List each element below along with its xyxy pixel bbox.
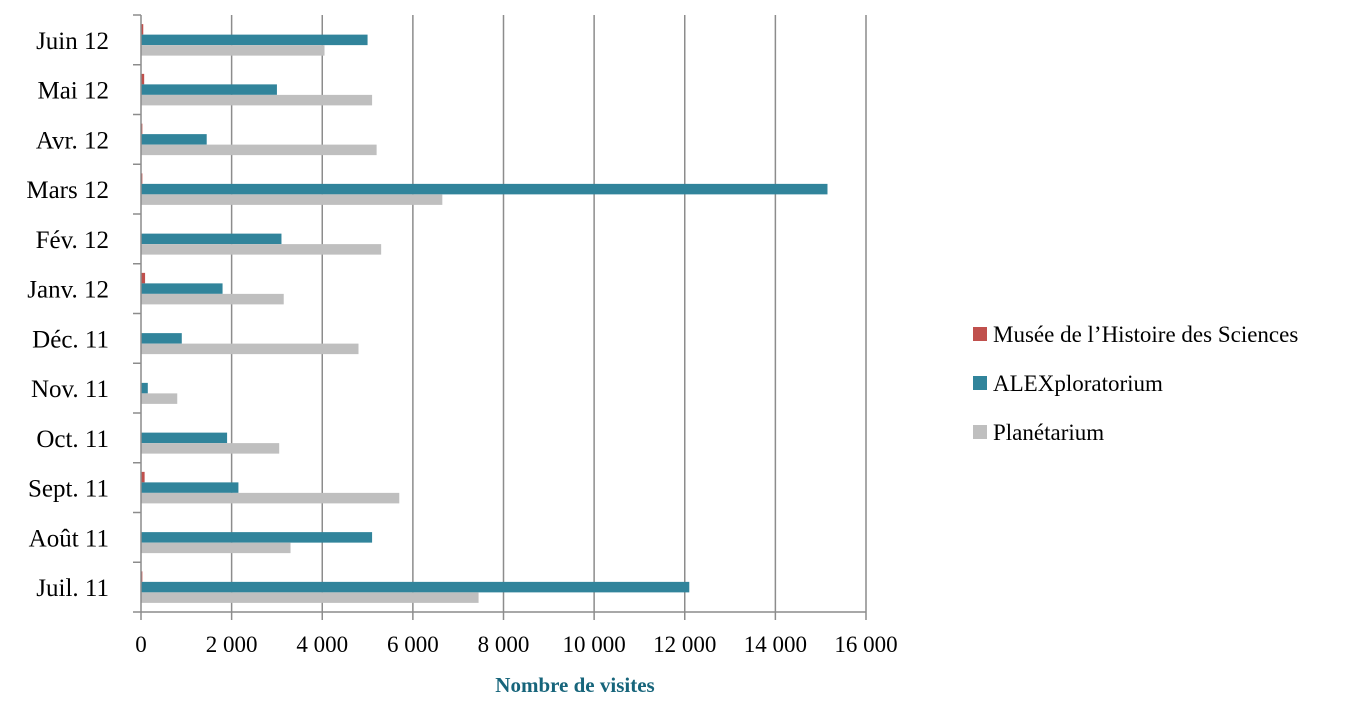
category-label: Fév. 12 xyxy=(36,227,109,254)
x-tick-label: 12 000 xyxy=(653,632,716,657)
x-tick-label: 2 000 xyxy=(206,632,258,657)
x-tick-label: 10 000 xyxy=(563,632,626,657)
bar-planetarium xyxy=(141,45,325,56)
x-tick-label: 6 000 xyxy=(387,632,439,657)
legend-swatch xyxy=(973,376,987,390)
category-label: Nov. 11 xyxy=(31,376,109,403)
bar-alexploratorium xyxy=(141,432,228,444)
bar-alexploratorium xyxy=(141,283,223,294)
x-tick-label: 0 xyxy=(135,632,147,657)
x-tick-label: 14 000 xyxy=(744,632,807,657)
category-label: Août 11 xyxy=(29,525,109,552)
bar-planetarium xyxy=(141,244,382,255)
bar-planetarium xyxy=(141,492,400,504)
category-label: Oct. 11 xyxy=(36,426,109,453)
x-tick-label: 16 000 xyxy=(834,632,897,657)
category-labels: Juil. 11 Août 11 Sept. 11 Oct. 11 Nov. 11 Déc… xyxy=(26,28,109,602)
bar-alexploratorium xyxy=(141,183,828,195)
bar-musee xyxy=(141,24,144,35)
bar-planetarium xyxy=(141,542,291,554)
bar-planetarium xyxy=(141,592,479,603)
bar-alexploratorium xyxy=(141,482,239,493)
bar-alexploratorium xyxy=(141,581,690,593)
axes xyxy=(133,14,867,620)
category-label: Juin 12 xyxy=(36,28,109,55)
x-tick-label: 8 000 xyxy=(478,632,530,657)
bar-alexploratorium xyxy=(141,134,207,145)
bar-alexploratorium xyxy=(141,233,282,245)
bars xyxy=(141,24,828,603)
category-label: Mars 12 xyxy=(26,177,109,204)
bar-planetarium xyxy=(141,343,359,355)
bar-planetarium xyxy=(141,194,443,205)
category-label: Juil. 11 xyxy=(36,575,109,602)
bar-alexploratorium xyxy=(141,34,368,46)
category-label: Déc. 11 xyxy=(32,326,109,353)
x-tick-label: 4 000 xyxy=(296,632,348,657)
legend-label: ALEXploratorium xyxy=(993,371,1163,396)
legend-label: Planétarium xyxy=(993,420,1104,445)
bar-musee xyxy=(141,73,145,85)
category-label: Avr. 12 xyxy=(36,127,109,154)
bar-alexploratorium xyxy=(141,532,373,543)
gridlines xyxy=(230,15,867,612)
category-label: Sept. 11 xyxy=(28,476,109,503)
bar-musee xyxy=(141,272,146,284)
bar-alexploratorium xyxy=(141,84,277,95)
bar-planetarium xyxy=(141,393,178,404)
bar-alexploratorium xyxy=(141,333,182,344)
x-axis-label: Nombre de visites xyxy=(495,673,654,697)
bar-musee xyxy=(141,471,145,483)
bar-planetarium xyxy=(141,293,284,305)
bar-planetarium xyxy=(141,144,377,156)
x-tick-labels: 0 2 000 4 000 6 000 8 000 10 000 12 000 14 000 1… xyxy=(135,632,897,657)
bar-alexploratorium xyxy=(141,382,148,394)
legend: Musée de l’Histoire des Sciences ALEXplor… xyxy=(973,322,1298,445)
legend-swatch xyxy=(973,425,987,439)
category-label: Janv. 12 xyxy=(27,277,109,304)
legend-label: Musée de l’Histoire des Sciences xyxy=(993,322,1298,347)
bar-planetarium xyxy=(141,94,373,106)
category-label: Mai 12 xyxy=(37,78,109,105)
legend-swatch xyxy=(973,327,987,341)
bar-planetarium xyxy=(141,443,280,454)
